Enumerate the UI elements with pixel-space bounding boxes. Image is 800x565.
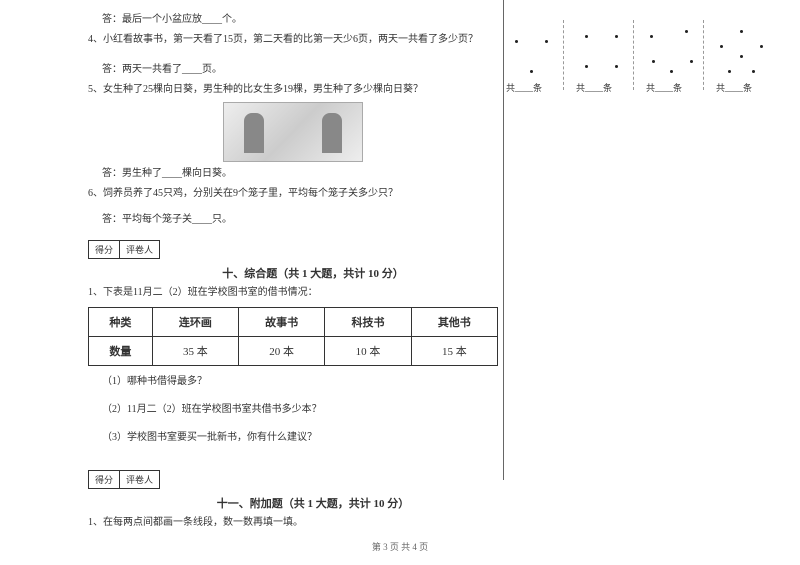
- td-v3: 10 本: [325, 337, 411, 366]
- dot: [615, 35, 618, 38]
- section-10-header: 得分 评卷人: [88, 240, 498, 259]
- section-11-title: 十一、附加题（共 1 大题，共计 10 分）: [128, 495, 498, 511]
- score-box-2: 得分 评卷人: [88, 470, 160, 489]
- dot-box: 共____条: [710, 20, 774, 90]
- dot: [760, 45, 763, 48]
- td-v4: 15 本: [411, 337, 497, 366]
- section-10-title: 十、综合题（共 1 大题，共计 10 分）: [128, 265, 498, 281]
- dot: [650, 35, 653, 38]
- dot: [740, 30, 743, 33]
- score-label-2: 得分: [89, 471, 120, 488]
- dot: [752, 70, 755, 73]
- sub-q1: （1）哪种书借得最多？: [102, 374, 498, 390]
- grader-label: 评卷人: [120, 241, 159, 258]
- dot-box-label: 共____条: [576, 81, 612, 94]
- section-11-header: 得分 评卷人: [88, 470, 498, 489]
- dot: [515, 40, 518, 43]
- book-table: 种类 连环画 故事书 科技书 其他书 数量 35 本 20 本 10 本 15 …: [88, 307, 498, 366]
- q3-answer: 答：最后一个小盆应放____个。: [102, 12, 498, 28]
- th-c2: 故事书: [239, 308, 325, 337]
- q5: 5、女生种了25棵向日葵，男生种的比女生多19棵，男生种了多少棵向日葵？: [88, 82, 498, 98]
- table-header-row: 种类 连环画 故事书 科技书 其他书: [89, 308, 498, 337]
- q4-answer: 答：两天一共看了____页。: [102, 62, 498, 78]
- dot-box-label: 共____条: [506, 81, 542, 94]
- dot-box: 共____条: [500, 20, 564, 90]
- dot: [652, 60, 655, 63]
- th-c4: 其他书: [411, 308, 497, 337]
- dot: [615, 65, 618, 68]
- td-label: 数量: [89, 337, 153, 366]
- dot-box: 共____条: [640, 20, 704, 90]
- dot: [585, 65, 588, 68]
- sub-q3: （3）学校图书室要买一批新书，你有什么建议？: [102, 430, 498, 446]
- right-column: 共____条共____条共____条共____条: [500, 20, 780, 90]
- dot: [530, 70, 533, 73]
- dot: [585, 35, 588, 38]
- score-box: 得分 评卷人: [88, 240, 160, 259]
- dot: [740, 55, 743, 58]
- q6: 6、饲养员养了45只鸡，分别关在9个笼子里，平均每个笼子关多少只？: [88, 186, 498, 202]
- dot-box: 共____条: [570, 20, 634, 90]
- td-v2: 20 本: [239, 337, 325, 366]
- dot: [690, 60, 693, 63]
- dot: [545, 40, 548, 43]
- q6-answer: 答：平均每个笼子关____只。: [102, 212, 498, 228]
- dot: [728, 70, 731, 73]
- dot-box-label: 共____条: [716, 81, 752, 94]
- table-data-row: 数量 35 本 20 本 10 本 15 本: [89, 337, 498, 366]
- dot-diagrams: 共____条共____条共____条共____条: [500, 20, 780, 90]
- td-v1: 35 本: [152, 337, 238, 366]
- q5-answer: 答：男生种了____棵向日葵。: [102, 166, 498, 182]
- q4: 4、小红看故事书，第一天看了15页，第二天看的比第一天少6页，两天一共看了多少页…: [88, 32, 498, 48]
- sec10-q1: 1、下表是11月二（2）班在学校图书室的借书情况：: [88, 285, 498, 301]
- dot-box-label: 共____条: [646, 81, 682, 94]
- score-label: 得分: [89, 241, 120, 258]
- th-c1: 连环画: [152, 308, 238, 337]
- dot: [720, 45, 723, 48]
- sec11-q1: 1、在每两点间都画一条线段，数一数再填一填。: [88, 515, 498, 531]
- dot: [670, 70, 673, 73]
- th-c3: 科技书: [325, 308, 411, 337]
- left-column: 答：最后一个小盆应放____个。 4、小红看故事书，第一天看了15页，第二天看的…: [88, 8, 498, 535]
- grader-label-2: 评卷人: [120, 471, 159, 488]
- q5-illustration: [223, 102, 363, 162]
- th-kind: 种类: [89, 308, 153, 337]
- page-footer: 第 3 页 共 4 页: [0, 540, 800, 553]
- sub-q2: （2）11月二（2）班在学校图书室共借书多少本？: [102, 402, 498, 418]
- dot: [685, 30, 688, 33]
